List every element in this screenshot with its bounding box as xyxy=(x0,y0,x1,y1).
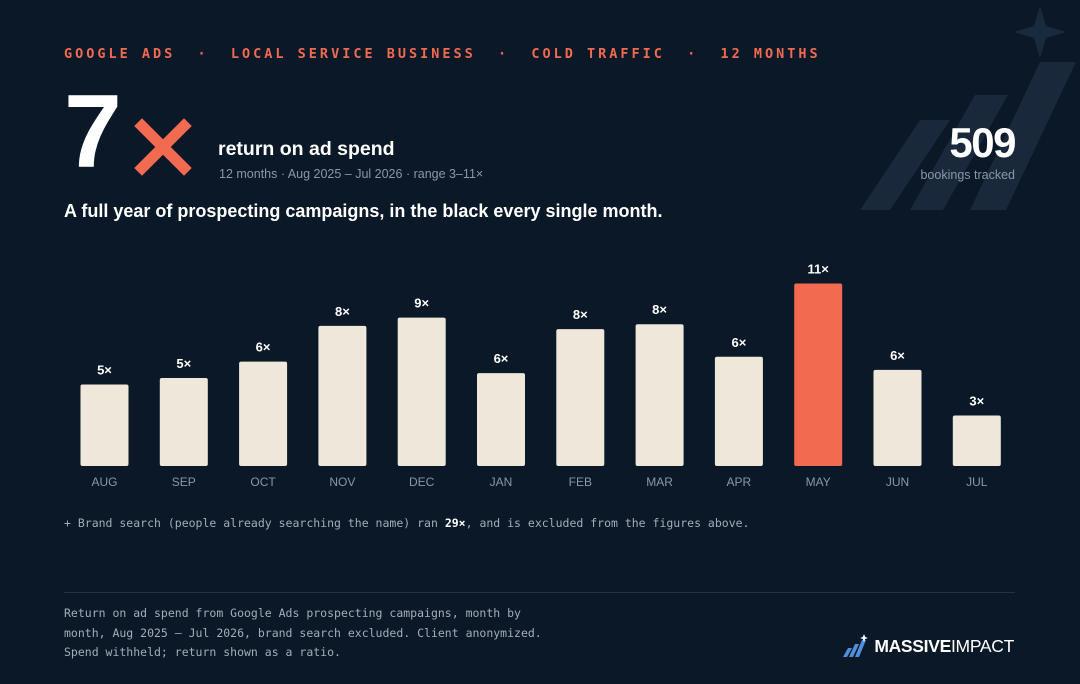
x-tick-dec: DEC xyxy=(409,475,435,489)
x-tick-feb: FEB xyxy=(569,475,592,489)
brand-search-note: + Brand search (people already searching… xyxy=(64,516,749,530)
data-label-jul: 3× xyxy=(969,393,984,408)
bookings-value: 509 xyxy=(949,119,1016,166)
data-label-may: 11× xyxy=(808,261,830,276)
bar-jul xyxy=(952,415,1001,466)
x-tick-apr: APR xyxy=(727,475,752,489)
bar-jun xyxy=(873,369,922,466)
x-tick-sep: SEP xyxy=(172,475,196,489)
logo-text-regular: IMPACT xyxy=(950,635,1014,656)
x-tick-mar: MAR xyxy=(646,475,673,489)
sparkle-icon xyxy=(1014,6,1066,58)
x-tick-nov: NOV xyxy=(329,475,355,489)
bar-feb xyxy=(556,329,605,466)
note-value: 29× xyxy=(444,516,466,530)
bar-mar xyxy=(635,324,684,466)
bookings-stat: 509 bookings tracked xyxy=(920,119,1016,183)
hero-value: 7 xyxy=(64,74,122,190)
data-label-dec: 9× xyxy=(414,296,429,311)
bar-apr xyxy=(714,356,763,466)
footer-line: Spend withheld; return shown as a ratio. xyxy=(64,645,341,659)
x-tick-may: MAY xyxy=(806,475,831,489)
note-prefix: + Brand search (people already searching… xyxy=(64,516,445,530)
hero-title: return on ad spend xyxy=(218,138,395,160)
headline: A full year of prospecting campaigns, in… xyxy=(64,201,663,221)
bar-may xyxy=(794,283,843,466)
decorative-bars-watermark xyxy=(860,6,1076,210)
data-label-apr: 6× xyxy=(731,335,746,350)
x-tick-jun: JUN xyxy=(886,475,909,489)
brand-logo: MASSIVE IMPACT xyxy=(842,633,1014,659)
bar-chart-icon xyxy=(843,634,869,657)
x-tick-aug: AUG xyxy=(91,475,117,489)
header-kicker: GOOGLE ADS · LOCAL SERVICE BUSINESS · CO… xyxy=(64,46,821,62)
data-label-feb: 8× xyxy=(573,307,588,322)
bar-nov xyxy=(318,325,367,466)
bar-dec xyxy=(397,317,446,466)
multiply-icon xyxy=(134,118,192,176)
x-tick-oct: OCT xyxy=(250,475,276,489)
bookings-label: bookings tracked xyxy=(920,168,1015,182)
data-label-aug: 5× xyxy=(97,363,112,378)
divider xyxy=(64,592,1015,593)
data-label-oct: 6× xyxy=(256,340,271,355)
data-label-sep: 5× xyxy=(176,356,191,371)
hero-subtitle: 12 months · Aug 2025 – Jul 2026 · range … xyxy=(219,167,484,181)
data-label-mar: 8× xyxy=(652,302,667,317)
data-label-jan: 6× xyxy=(494,351,509,366)
x-tick-jan: JAN xyxy=(490,475,513,489)
bar-aug xyxy=(80,384,129,466)
bar-oct xyxy=(239,361,288,466)
bar-jan xyxy=(477,373,525,466)
note-suffix: , and is excluded from the figures above… xyxy=(465,516,750,530)
bar-sep xyxy=(159,377,208,466)
footer-line: Return on ad spend from Google Ads prosp… xyxy=(64,606,521,620)
footer-notes: Return on ad spend from Google Ads prosp… xyxy=(64,604,564,663)
roas-bar-chart: 5× AUG 5× SEP 6× OCT 8× NOV 9× DEC 6× JAN 8× FEB 8× MAR… xyxy=(80,261,1001,489)
data-label-jun: 6× xyxy=(890,348,905,363)
logo-text-bold: MASSIVE xyxy=(874,635,951,656)
footer-line: month, Aug 2025 – Jul 2026, brand search… xyxy=(64,625,542,640)
x-tick-jul: JUL xyxy=(966,475,988,489)
data-label-nov: 8× xyxy=(335,304,350,319)
